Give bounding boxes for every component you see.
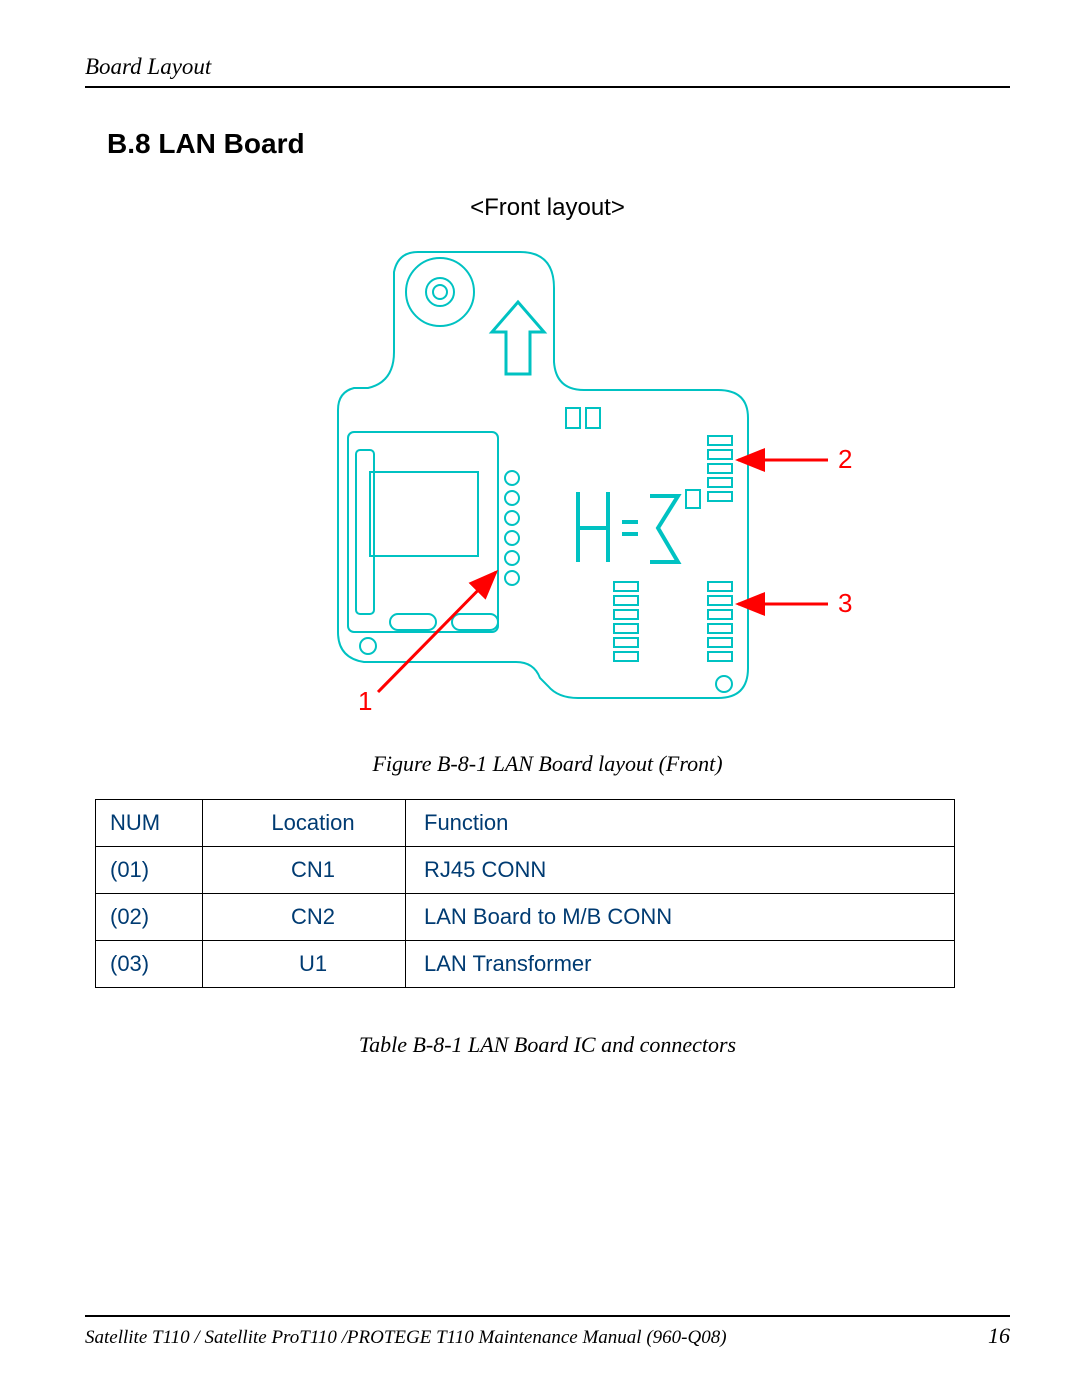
page-footer: Satellite T110 / Satellite ProT110 /PROT… [85,1315,1010,1349]
cell: RJ45 CONN [406,847,955,894]
callout-3: 3 [838,588,852,618]
cell: CN2 [203,894,406,941]
sub-title: <Front layout> [85,194,1010,222]
cell: (01) [96,847,203,894]
cell: U1 [203,941,406,988]
board-diagram: 1 2 3 [218,232,878,732]
table-row: NUM Location Function [96,800,955,847]
table-row: (01) CN1 RJ45 CONN [96,847,955,894]
footer-rule [85,1315,1010,1317]
page-number: 16 [988,1323,1010,1349]
cell: CN1 [203,847,406,894]
th-function: Function [406,800,955,847]
cell: (02) [96,894,203,941]
table-row: (03) U1 LAN Transformer [96,941,955,988]
page-header: Board Layout [85,54,1010,84]
figure-wrap: 1 2 3 [85,232,1010,737]
callout-2: 2 [838,444,852,474]
section-title: B.8 LAN Board [107,128,1010,160]
table-row: (02) CN2 LAN Board to M/B CONN [96,894,955,941]
cell: LAN Transformer [406,941,955,988]
th-num: NUM [96,800,203,847]
figure-caption: Figure B-8-1 LAN Board layout (Front) [85,751,1010,777]
cell: LAN Board to M/B CONN [406,894,955,941]
table-caption: Table B-8-1 LAN Board IC and connectors [85,1032,1010,1058]
header-rule [85,86,1010,88]
footer-text: Satellite T110 / Satellite ProT110 /PROT… [85,1327,727,1349]
cell: (03) [96,941,203,988]
callout-1: 1 [358,686,372,716]
connector-table: NUM Location Function (01) CN1 RJ45 CONN… [95,799,955,988]
th-location: Location [203,800,406,847]
